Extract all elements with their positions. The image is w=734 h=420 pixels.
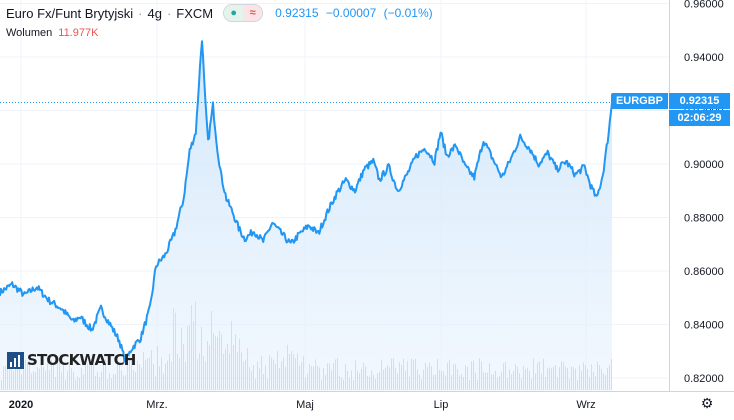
legend-separator: ·: [138, 5, 143, 21]
logo-text: STOCKWATCH: [27, 351, 136, 369]
delayed-data-icon[interactable]: ≈: [243, 5, 263, 21]
symbol-tag: EURGBP: [610, 93, 668, 109]
countdown-tag: 02:06:29: [669, 110, 730, 126]
y-tick-label: 0.84000: [684, 320, 724, 332]
y-tick-label: 0.86000: [684, 266, 724, 278]
stockwatch-logo: STOCKWATCH: [7, 351, 136, 369]
x-tick-label: Wrz: [576, 399, 595, 411]
symbol-title: Euro Fx/Funt Brytyjski: [6, 5, 134, 21]
logo-bars-icon: [7, 351, 24, 369]
x-tick-label: 2020: [9, 399, 33, 411]
status-pills[interactable]: ● ≈: [223, 4, 264, 22]
chart-legend-header[interactable]: Euro Fx/Funt Brytyjski · 4g · FXCM ● ≈ 0…: [6, 4, 437, 22]
last-price: 0.92315: [275, 6, 319, 20]
price-line: [0, 40, 613, 363]
market-status-icon[interactable]: ●: [224, 5, 244, 21]
x-tick-label: Maj: [296, 399, 314, 411]
price-tag: 0.92315: [669, 93, 730, 109]
quote-values: 0.92315 −0.00007 (−0.01%): [275, 6, 437, 20]
legend-separator: ·: [166, 5, 172, 21]
exchange-label: FXCM: [176, 5, 214, 21]
gear-icon[interactable]: ⚙: [700, 395, 714, 411]
y-tick-label: 0.88000: [684, 213, 724, 225]
price-change: −0.00007: [325, 6, 377, 20]
x-tick-label: Mrz.: [146, 399, 167, 411]
x-tick-label: Lip: [434, 399, 449, 411]
price-area: [0, 41, 612, 391]
volume-value: 11.977K: [58, 27, 99, 39]
price-area-fill: [0, 41, 612, 391]
y-tick-label: 0.94000: [684, 52, 724, 64]
volume-label: Wolumen: [6, 27, 53, 39]
price-change-percent: (−0.01%): [383, 6, 433, 20]
volume-legend[interactable]: Wolumen 11.977K: [6, 27, 98, 39]
interval-label[interactable]: 4g: [147, 5, 162, 21]
axes: 0.820000.840000.860000.880000.900000.920…: [0, 0, 734, 411]
y-tick-label: 0.82000: [684, 373, 724, 385]
y-tick-label: 0.96000: [684, 0, 724, 11]
y-tick-label: 0.90000: [684, 159, 724, 171]
price-line-path: [0, 40, 613, 363]
